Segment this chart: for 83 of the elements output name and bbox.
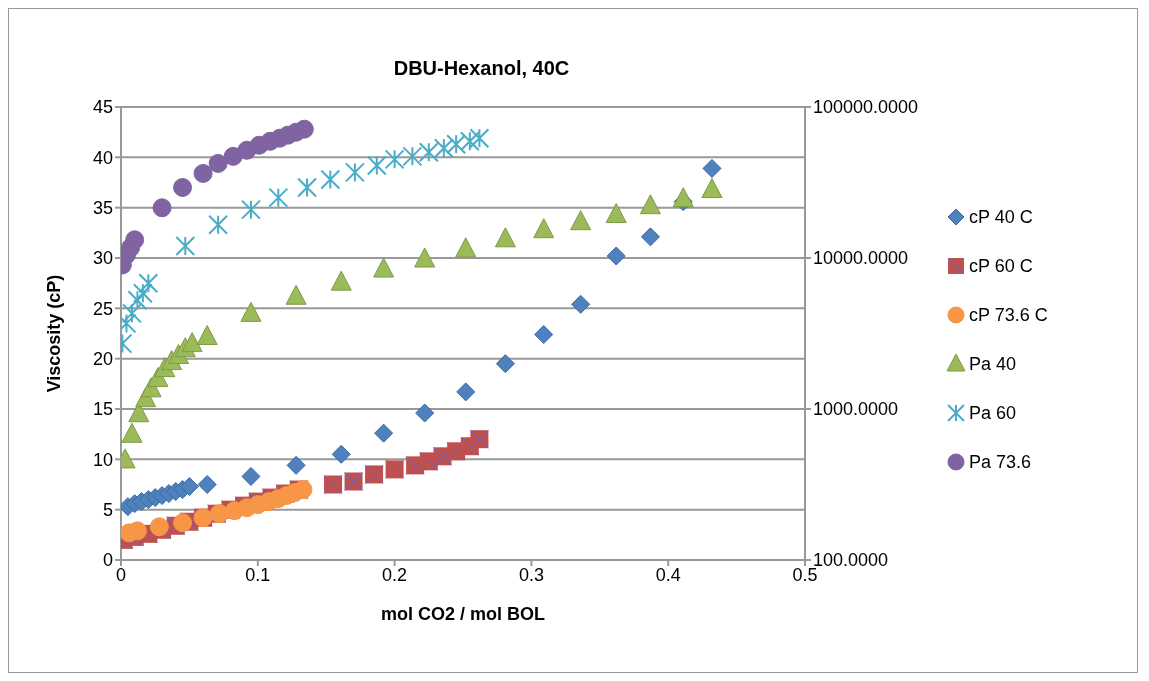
y-tick-label: 25 [92, 298, 113, 319]
point [132, 283, 153, 304]
point [702, 158, 722, 178]
y-tick-label: 0 [102, 550, 113, 571]
y-tick-label: 45 [92, 97, 113, 118]
point [366, 155, 387, 176]
point [374, 423, 394, 443]
point [179, 477, 199, 497]
point [701, 178, 723, 199]
point [402, 146, 423, 167]
point [415, 403, 435, 423]
legend-label: cP 60 C [969, 255, 1033, 277]
point [240, 301, 262, 322]
point [241, 466, 261, 486]
point [331, 444, 351, 464]
legend-label: cP 73.6 C [969, 304, 1048, 326]
point [459, 131, 480, 152]
point [320, 169, 341, 190]
point [196, 325, 218, 346]
point [285, 284, 307, 305]
point [571, 294, 591, 314]
point [605, 203, 627, 224]
y-tick-label: 30 [92, 248, 113, 269]
point [297, 177, 318, 198]
x-tick-label: 0.4 [655, 564, 681, 585]
x-axis-title: mol CO2 / mol BOL [380, 604, 546, 624]
point [414, 247, 436, 268]
point [456, 382, 476, 402]
point [193, 163, 213, 183]
y2-tick-label: 1000.0000 [813, 399, 899, 420]
point [606, 246, 626, 266]
point [208, 214, 229, 235]
legend-label: Pa 73.6 [969, 451, 1032, 473]
y-tick-label: 20 [92, 349, 113, 370]
point [121, 303, 142, 324]
point [152, 198, 172, 218]
point [125, 230, 145, 250]
point [208, 153, 228, 173]
point [286, 455, 306, 475]
point [173, 178, 193, 197]
legend-label: Pa 60 [969, 402, 1017, 424]
y-tick-label: 35 [92, 198, 113, 219]
point [446, 134, 467, 155]
point [344, 162, 365, 183]
legend-label: Pa 40 [969, 353, 1017, 375]
y-tick-label: 5 [102, 500, 113, 521]
point [181, 332, 203, 353]
point [384, 149, 405, 170]
point [494, 227, 516, 248]
point [330, 270, 352, 291]
point [240, 199, 261, 220]
point [570, 210, 592, 231]
x-tick-label: 0.1 [245, 564, 271, 585]
legend-label: cP 40 C [969, 206, 1033, 228]
y-tick-label: 15 [92, 399, 113, 420]
y2-tick-label: 100000.0000 [813, 97, 919, 118]
point [294, 119, 314, 139]
point [534, 325, 554, 345]
point [455, 237, 477, 258]
chart-title: DBU-Hexanol, 40C [392, 57, 571, 80]
point [433, 138, 454, 159]
x-tick-label: 0.3 [518, 564, 544, 585]
y-axis-title: Viscosity (cP) [44, 274, 65, 393]
point [639, 194, 661, 215]
point [373, 257, 395, 278]
x-tick-label: 0.2 [382, 564, 408, 585]
point [173, 513, 193, 533]
y2-tick-label: 10000.0000 [813, 248, 909, 269]
point [175, 236, 196, 257]
point [495, 354, 515, 374]
y-tick-label: 10 [92, 449, 113, 470]
point [672, 187, 694, 208]
point [197, 475, 217, 494]
point [533, 218, 555, 239]
point [138, 273, 159, 294]
point [268, 187, 289, 208]
point [469, 128, 490, 149]
y-tick-label: 40 [92, 147, 113, 168]
point [127, 290, 148, 311]
x-tick-label: 0 [115, 564, 127, 585]
point [121, 422, 143, 443]
point [640, 227, 660, 247]
point [418, 142, 439, 163]
